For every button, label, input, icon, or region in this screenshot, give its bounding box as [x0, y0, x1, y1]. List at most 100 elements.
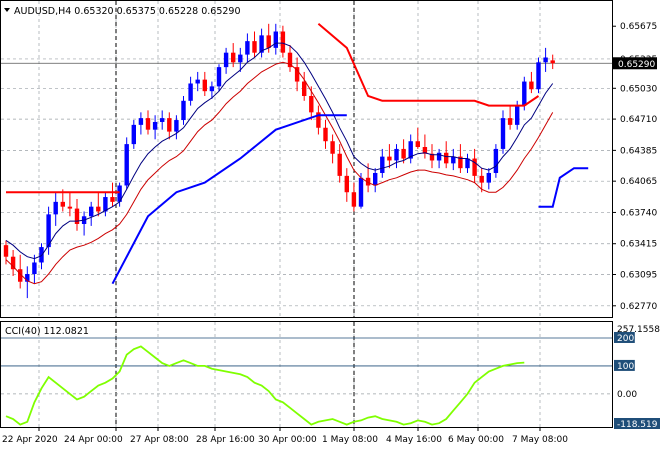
candle-bull	[32, 262, 37, 275]
candle-bear	[529, 81, 534, 90]
candle-bull	[216, 67, 222, 87]
candle-bear	[60, 201, 65, 207]
candle-bear	[330, 141, 335, 154]
dropdown-triangle-icon[interactable]	[4, 8, 10, 12]
candle-bear	[231, 52, 236, 63]
candle-bull	[131, 124, 136, 145]
candle-bear	[472, 158, 477, 176]
candle-bull	[46, 214, 51, 248]
candle-bull	[53, 201, 58, 215]
time-tick-label: 4 May 16:00	[386, 435, 442, 445]
candle-bear	[422, 146, 428, 154]
time-tick-label: 6 May 00:00	[448, 435, 504, 445]
candle-bear	[74, 208, 80, 224]
price-tick-label: 0.62770	[620, 302, 657, 312]
candle-bull	[25, 274, 30, 282]
candle-bull	[188, 83, 193, 101]
cci-level-tag	[614, 331, 635, 343]
symbol-header: AUDUSD,H4 0.65320 0.65375 0.65228 0.6529…	[14, 6, 241, 17]
candle-bear	[344, 175, 349, 193]
price-tick-label: 0.64065	[620, 177, 657, 187]
trailing-stop-down	[317, 23, 540, 107]
candle-bear	[294, 67, 300, 82]
cci-levels	[1, 337, 612, 395]
cci-tick-label: 257.1558	[617, 325, 660, 335]
price-tick-label: 0.63740	[620, 208, 657, 218]
candle-bear	[145, 118, 151, 130]
candle-bull	[103, 197, 108, 212]
time-tick-label: 22 Apr 2020	[2, 435, 58, 445]
candle-bull	[138, 118, 144, 125]
candle-bull	[223, 52, 229, 68]
candle-bear	[444, 152, 449, 164]
time-tick-label: 1 May 08:00	[322, 435, 378, 445]
candle-bull	[273, 31, 278, 48]
cci-tick-label: 0.00	[617, 390, 637, 400]
candle-bull	[209, 86, 215, 92]
price-tick-label: 0.63415	[620, 240, 657, 250]
candle-bull	[486, 172, 491, 183]
candle-bear	[10, 256, 16, 270]
candle-bear	[96, 206, 101, 212]
time-tick-label: 30 Apr 00:00	[258, 435, 317, 445]
candle-bear	[202, 79, 207, 92]
candle-bull	[358, 177, 364, 207]
candle-bear	[18, 269, 23, 282]
candle-bear	[167, 118, 172, 132]
ma-slow-line	[5, 61, 554, 285]
candle-bull	[394, 148, 399, 161]
price-tick-label: 0.65030	[620, 84, 657, 94]
trailing-stop-up	[538, 167, 589, 208]
candle-bull	[195, 79, 200, 84]
candle-bear	[309, 95, 314, 113]
svg-text:0.65290: 0.65290	[618, 60, 655, 70]
candle-bull	[543, 57, 548, 63]
candle-bull	[160, 118, 165, 122]
candle-bull	[451, 156, 456, 164]
candle-bear	[401, 148, 406, 159]
candle-bear	[252, 41, 257, 53]
candle-bear	[365, 177, 371, 186]
candle-bull	[245, 41, 250, 55]
candle-bull	[536, 62, 541, 90]
candle-bear	[316, 112, 321, 128]
candle-bull	[373, 172, 378, 186]
price-axis: 0.656750.653350.650300.647100.643850.640…	[612, 22, 657, 312]
candle-bull	[522, 81, 527, 106]
cci-panel-frame	[0, 321, 613, 428]
candle-bull	[380, 156, 385, 173]
price-tick-label: 0.65675	[620, 22, 657, 32]
cci-tick-label: 200	[617, 334, 634, 344]
candle-bull	[408, 141, 413, 159]
candle-bear	[110, 197, 115, 202]
candle-bear	[323, 127, 328, 142]
candle-bear	[507, 118, 513, 125]
cci-level-tag	[614, 359, 635, 371]
cci-line	[5, 345, 525, 426]
candle-bull	[117, 185, 122, 202]
candle-bear	[415, 141, 420, 147]
candle-bull	[259, 35, 264, 53]
candle-bear	[479, 175, 484, 183]
trailing-stop-up	[111, 114, 347, 285]
candle-bull	[493, 148, 499, 173]
candle-bear	[302, 81, 307, 96]
time-tick-label: 24 Apr 00:00	[64, 435, 123, 445]
candle-bull	[238, 54, 243, 63]
candle-bear	[429, 153, 435, 161]
time-axis: 22 Apr 2020 24 Apr 00:00 27 Apr 08:00 28 Ap…	[2, 427, 568, 445]
candle-bear	[266, 35, 271, 48]
candle-bull	[515, 105, 520, 125]
price-tick-label: 0.64385	[620, 146, 657, 156]
candle-bear	[351, 192, 357, 207]
candle-bull	[124, 144, 129, 186]
candle-bull	[39, 247, 44, 263]
cci-level-tag	[614, 418, 660, 429]
candle-bull	[500, 118, 506, 149]
candle-bear	[67, 206, 73, 209]
candle-bull	[89, 206, 94, 217]
current-price-tag: 0.65290	[613, 57, 657, 70]
candle-bear	[458, 156, 463, 169]
